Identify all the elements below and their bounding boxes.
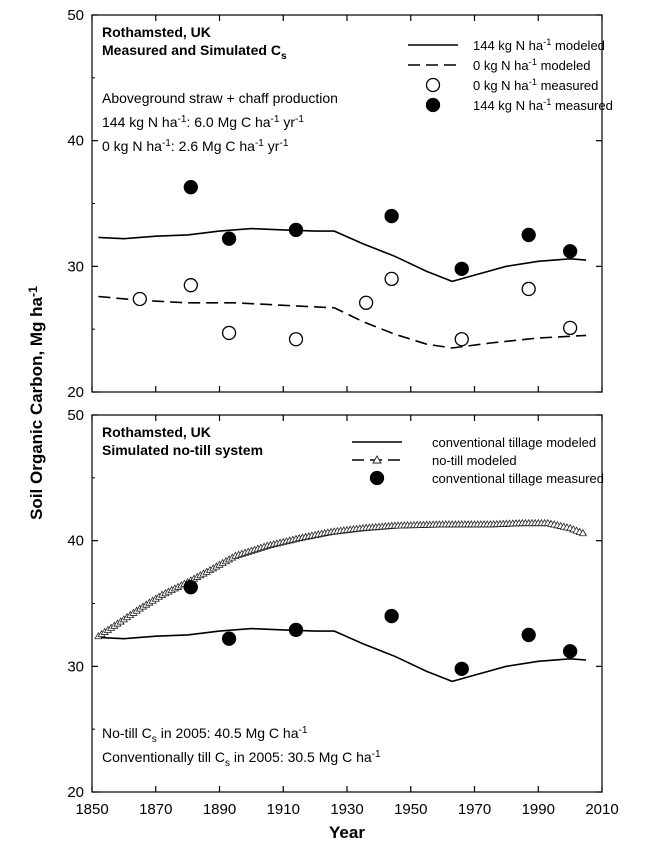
- panel-top-series-2-point: [358, 295, 374, 310]
- panel-top-series-3-point: [384, 208, 399, 224]
- panel-top-series-3-point: [288, 222, 304, 238]
- panel-bottom-series-2-point: [183, 580, 198, 595]
- panel-bottom-legend-1-label: no-till modeled: [432, 453, 517, 468]
- panel-top-series-2-point: [384, 271, 399, 287]
- panel-bottom-series-1-triangle-marker: [578, 528, 587, 537]
- panel-top-legend-1-label: 0 kg N ha-1 modeled: [473, 57, 590, 73]
- panel-bottom-xtick-label: 1910: [267, 801, 300, 818]
- panel-bottom-series-1-line: [97, 522, 587, 637]
- panel-bottom-series-2-point: [288, 622, 304, 638]
- panel-top-legend-2-swatch: [425, 77, 441, 93]
- panel-top-series-3-point: [183, 180, 198, 195]
- panel-bottom-series-2-point: [384, 608, 399, 624]
- panel-bottom-ytick-label: 20: [67, 784, 84, 801]
- panel-top-series-2-point: [454, 332, 469, 347]
- panel-bottom-ytick-label: 40: [67, 533, 84, 550]
- panel-top-series-2-point: [288, 332, 304, 347]
- panel-bottom-series-0-line: [98, 627, 587, 683]
- panel-bottom-xtick-label: 1870: [139, 801, 172, 818]
- panel-top-ytick-label: 30: [67, 258, 84, 275]
- panel-bottom-xlabel: Year: [329, 823, 365, 842]
- panel-bottom-xtick-label: 1990: [522, 801, 555, 818]
- panel-top-title-line: Measured and Simulated Cs: [102, 42, 287, 62]
- panel-bottom-xtick-label: 1890: [203, 801, 236, 818]
- panel-bottom-xtick-label: 1930: [330, 801, 363, 818]
- panel-top-annotation: 0 kg N ha-1: 2.6 Mg C ha-1 yr-1: [102, 138, 289, 154]
- panel-top-series-3-point: [454, 261, 469, 276]
- panel-bottom-series-2-point: [562, 644, 578, 659]
- panel-bottom-xtick-label: 1850: [75, 801, 108, 818]
- panel-top-ytick-label: 50: [67, 7, 84, 24]
- panel-top-ytick-label: 40: [67, 133, 84, 150]
- panel-top-series-1-line: [98, 295, 587, 349]
- panel-top-annotation: Aboveground straw + chaff production: [102, 90, 338, 106]
- panel-top: 20 30 40 50 Rothamsted, UK Measured and Simul…: [67, 7, 613, 401]
- panel-bottom-series-2-point: [221, 631, 237, 646]
- panel-bottom-xtick-label: 1950: [394, 801, 427, 818]
- panel-top-legend-3-label: 144 kg N ha-1 measured: [473, 97, 613, 113]
- panel-bottom-series-2-point: [521, 627, 536, 643]
- panel-bottom-title-line: Rothamsted, UK: [102, 424, 211, 440]
- panel-bottom-series-2-point: [454, 661, 469, 676]
- panel-top-legend-0-label: 144 kg N ha-1 modeled: [473, 37, 605, 53]
- panel-bottom-ytick-label: 30: [67, 658, 84, 675]
- panel-top-series-3-point: [221, 231, 237, 246]
- panel-bottom-legend-2-swatch: [369, 470, 385, 486]
- panel-top-title-line: Rothamsted, UK: [102, 24, 211, 40]
- panel-bottom: 20 30 40 50 1850 1870 1890 1910 1930 1950 1970 1990…: [67, 407, 618, 842]
- panel-top-legend-3-swatch: [425, 97, 441, 113]
- panel-top-series-2-point: [562, 320, 578, 336]
- panel-top-series-2-point: [221, 325, 237, 341]
- panel-top-series-3-point: [562, 244, 578, 259]
- panel-bottom-annotation: Conventionally till Cs in 2005: 30.5 Mg …: [102, 749, 381, 769]
- ylabel: Soil Organic Carbon, Mg ha-1: [26, 286, 46, 520]
- panel-top-ytick-label: 20: [67, 384, 84, 401]
- panel-bottom-ytick-label: 50: [67, 407, 84, 424]
- panel-top-series-2-point: [521, 281, 536, 297]
- panel-top-series-2-point: [132, 291, 147, 307]
- panel-bottom-legend-2-label: conventional tillage measured: [432, 471, 604, 486]
- panel-bottom-title-line: Simulated no-till system: [102, 442, 263, 458]
- panel-bottom-legend-1-swatch-marker: [372, 455, 382, 464]
- panel-bottom-legend-0-label: conventional tillage modeled: [432, 435, 596, 450]
- panel-top-legend-2-label: 0 kg N ha-1 measured: [473, 77, 598, 93]
- panel-top-series-2-point: [183, 278, 198, 293]
- panel-bottom-annotation: No-till Cs in 2005: 40.5 Mg C ha-1: [102, 725, 308, 745]
- panel-top-annotation: 144 kg N ha-1: 6.0 Mg C ha-1 yr-1: [102, 114, 304, 130]
- panel-bottom-xtick-label: 2010: [585, 801, 618, 818]
- panel-bottom-xtick-label: 1970: [458, 801, 491, 818]
- panel-top-series-3-point: [521, 227, 536, 243]
- panel-top-series-0-line: [98, 227, 587, 283]
